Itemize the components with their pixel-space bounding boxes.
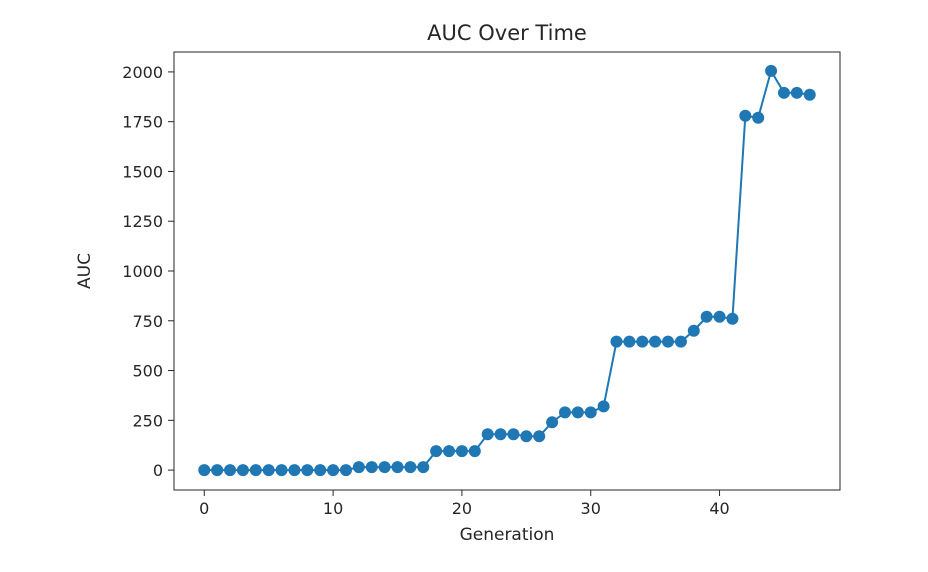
data-point	[481, 428, 494, 441]
data-point	[327, 464, 340, 477]
data-point	[288, 464, 301, 477]
x-tick-label: 40	[709, 499, 729, 518]
data-point	[687, 324, 700, 337]
data-point	[262, 464, 275, 477]
data-point	[726, 312, 739, 325]
data-point	[700, 310, 713, 323]
data-point	[352, 461, 365, 474]
data-point	[443, 445, 456, 458]
data-point	[314, 464, 327, 477]
data-point	[790, 86, 803, 99]
x-axis-label: Generation	[460, 525, 555, 545]
chart-title: AUC Over Time	[427, 21, 587, 45]
data-point	[662, 335, 675, 348]
y-tick-label: 250	[132, 411, 163, 430]
y-tick-label: 2000	[122, 63, 163, 82]
data-point	[584, 406, 597, 419]
data-point	[301, 464, 314, 477]
y-tick-label: 1500	[122, 162, 163, 181]
data-point	[236, 464, 249, 477]
data-point	[494, 428, 507, 441]
data-point	[507, 428, 520, 441]
data-point	[404, 461, 417, 474]
series-line	[204, 68, 810, 472]
data-point	[378, 461, 391, 474]
plot-area: 0 10 20 30 40 0 250 500 750 1000 1250 1500 1750 2000	[122, 51, 841, 518]
data-point	[249, 464, 262, 477]
data-point	[713, 310, 726, 323]
data-point	[571, 406, 584, 419]
data-point	[623, 335, 636, 348]
y-tick-label: 0	[153, 461, 163, 480]
data-point	[597, 400, 610, 413]
data-point	[610, 335, 623, 348]
data-point	[752, 111, 765, 124]
y-tick-label: 500	[132, 362, 163, 381]
y-tick-label: 1000	[122, 262, 163, 281]
data-point	[739, 109, 752, 122]
data-point	[674, 335, 687, 348]
data-point	[198, 464, 211, 477]
data-point	[391, 461, 404, 474]
data-point	[339, 464, 352, 477]
data-point	[777, 86, 790, 99]
x-tick-label: 30	[581, 499, 601, 518]
data-point	[765, 64, 778, 77]
x-tick-label: 0	[199, 499, 209, 518]
data-point	[803, 88, 816, 101]
y-tick-label: 1250	[122, 212, 163, 231]
data-point	[211, 464, 224, 477]
y-tick-label: 750	[132, 312, 163, 331]
data-point	[546, 416, 559, 429]
data-point	[365, 461, 378, 474]
data-point	[520, 430, 533, 443]
data-point	[558, 406, 571, 419]
data-point	[649, 335, 662, 348]
y-axis-label: AUC	[75, 253, 95, 289]
data-point	[224, 464, 237, 477]
data-point	[455, 445, 468, 458]
data-point	[468, 445, 481, 458]
x-tick-label: 10	[323, 499, 343, 518]
data-point	[636, 335, 649, 348]
data-point	[275, 464, 288, 477]
data-point	[533, 430, 546, 443]
data-point	[417, 461, 430, 474]
x-tick-label: 20	[452, 499, 472, 518]
y-tick-label: 1750	[122, 113, 163, 132]
data-point	[430, 445, 443, 458]
